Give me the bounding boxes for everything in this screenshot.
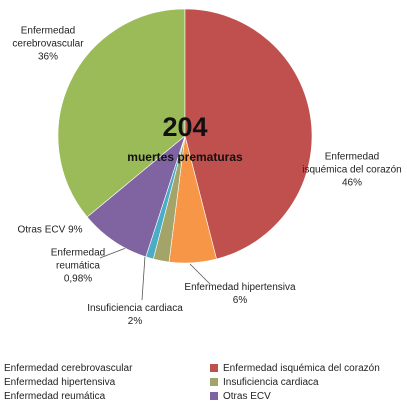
slice-label-name: Enfermedad cerebrovascular <box>12 25 84 50</box>
slice-label-value: 0,98% <box>63 273 93 285</box>
slice-label: Enfermedad cerebrovascular 36% <box>3 25 93 64</box>
legend-label: Otras ECV <box>223 391 271 402</box>
slice-label: Enfermedad reumática 0,98% <box>43 247 113 286</box>
slice-label-value: 2% <box>127 316 143 327</box>
legend-swatch <box>210 392 218 400</box>
slice-label-value: 46% <box>341 177 362 189</box>
legend-item: Enfermedad reumática <box>0 391 105 403</box>
legend-label: Insuficiencia cardiaca <box>223 377 319 388</box>
center-value: 204 <box>162 112 208 142</box>
legend-swatch <box>210 364 218 372</box>
slice-label-value: 36% <box>37 51 58 63</box>
leader-line <box>189 263 211 285</box>
slice-label-value: 6% <box>232 295 248 306</box>
slice-label: Insuficiencia cardiaca 2% <box>85 302 185 328</box>
legend-swatch <box>210 378 218 386</box>
slice-label-name: Enfermedad isquémica del corazón <box>302 151 402 176</box>
legend-item: Enfermedad hipertensiva <box>0 377 115 389</box>
pie-slice <box>184 8 313 260</box>
slice-label-name: Insuficiencia cardiaca <box>87 303 183 314</box>
slice-label: Otras ECV 9% <box>0 224 105 237</box>
legend-item: Enfermedad cerebrovascular <box>0 363 132 375</box>
legend-label: Enfermedad isquémica del corazón <box>223 363 380 374</box>
legend-label: Enfermedad hipertensiva <box>4 377 116 388</box>
slice-label: Enfermedad hipertensiva 6% <box>183 281 298 307</box>
slice-label-value: 9% <box>68 224 83 236</box>
legend-item: Insuficiencia cardiaca <box>210 377 319 389</box>
slice-label-name: Enfermedad reumática <box>50 247 106 272</box>
slice-label: Enfermedad isquémica del corazón 46% <box>302 151 402 190</box>
legend-label: Enfermedad cerebrovascular <box>4 363 133 374</box>
pie-slice <box>57 8 186 218</box>
legend-item: Otras ECV <box>210 391 271 403</box>
pie-slice <box>86 135 186 258</box>
legend-item: Enfermedad isquémica del corazón <box>210 363 380 375</box>
legend-label: Enfermedad reumática <box>4 391 106 402</box>
center-text: muertes prematuras <box>127 150 243 164</box>
leader-line <box>141 255 146 301</box>
slice-label-name: Otras ECV <box>17 224 66 236</box>
slice-label-name: Enfermedad hipertensiva <box>184 282 296 293</box>
